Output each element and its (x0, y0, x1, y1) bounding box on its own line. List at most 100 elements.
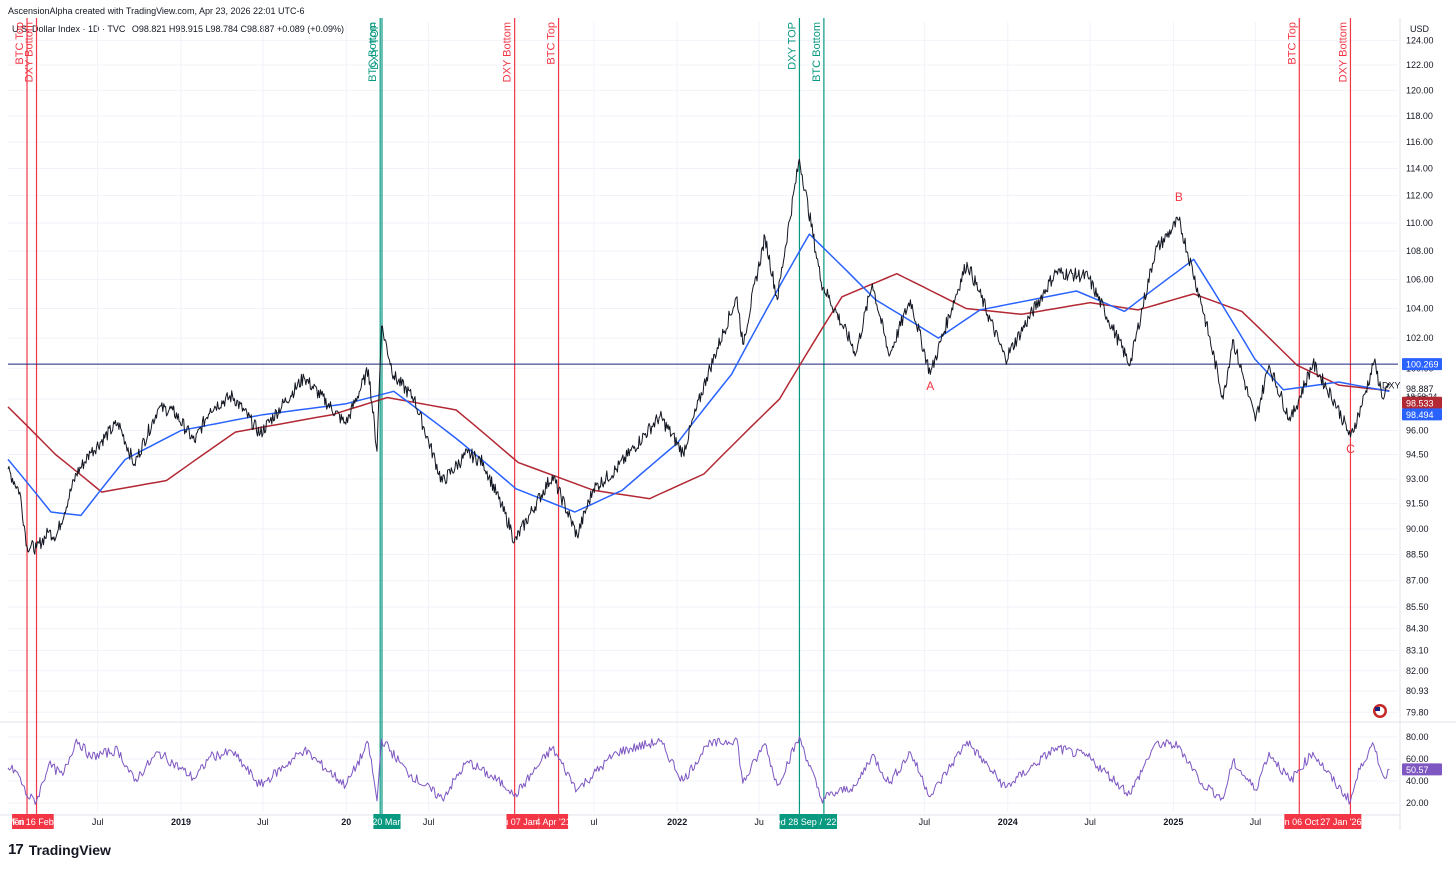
price-tick-label: 118.00 (1406, 111, 1433, 121)
rsi-tick-label: 80.00 (1406, 732, 1429, 742)
wave-labels: A B C (926, 190, 1355, 456)
tradingview-logo-text: TradingView (28, 841, 111, 858)
price-tick-label: 122.00 (1406, 60, 1434, 70)
flag-canton (1375, 707, 1380, 711)
date-flag-label: Fri 16 Feb '18 (13, 817, 68, 827)
time-axis: Jul 2019 Jul 20 Jul ul 2022 Ju Jul 2024 Jul 2025 Jul… (7, 814, 1362, 829)
level-price-label-bg (1402, 358, 1442, 371)
time-tick-label: Jul (1084, 817, 1096, 827)
date-flag-label: 4 Apr '21 (536, 817, 571, 827)
moving-average-slow-line (7, 272, 1390, 500)
level-price-label: 100.269 (1406, 360, 1439, 370)
time-tick-label: Jul (919, 817, 931, 827)
time-tick-label: 20 (341, 817, 351, 827)
price-tick-label: 84.30 (1406, 624, 1429, 634)
date-flag-bg (1320, 814, 1362, 829)
date-flag-bg (538, 814, 569, 829)
wave-label: A (926, 379, 934, 393)
date-flag-bg (12, 814, 28, 829)
price-tick-label: 112.00 (1406, 190, 1433, 200)
rsi-tick-label: 20.00 (1406, 798, 1429, 808)
time-tick-label: Jul (257, 817, 269, 827)
symbol-name: U.S. Dollar Index · 1D · TVC (12, 24, 126, 34)
event-marker-label: DXY TOP (369, 22, 381, 70)
moving-average-fast-line (7, 233, 1390, 517)
event-marker-label: BTC Top (1286, 22, 1298, 65)
price-tick-label: 88.50 (1406, 550, 1429, 560)
ma-fast-price-label-bg (1402, 408, 1442, 421)
price-tick-label: 114.00 (1406, 164, 1433, 174)
price-tick-label: 94.50 (1406, 450, 1429, 460)
us-flag-icon (1373, 704, 1387, 718)
price-tick-label: 96.00 (1406, 425, 1429, 435)
ma-slow-price-label-bg (1402, 396, 1442, 409)
credit-line: AscensionAlpha created with TradingView.… (8, 6, 305, 16)
rsi-last-label-bg (1402, 763, 1442, 776)
event-marker-label: DXY Bottom (502, 22, 514, 82)
price-tick-label: 91.50 (1406, 499, 1429, 509)
rsi-tick-label: 60.00 (1406, 754, 1429, 764)
price-tick-label: 90.00 (1406, 524, 1429, 534)
event-marker-label: BTC Top (14, 22, 26, 65)
event-marker-label: BTC Top (546, 22, 558, 65)
price-tick-label: 108.00 (1406, 246, 1434, 256)
ma-slow-price-label: 98.533 (1406, 398, 1434, 408)
price-tick-label: 120.00 (1406, 85, 1434, 95)
price-tick-label: 106.00 (1406, 274, 1434, 284)
date-flag-label: Wed 28 Sep '22 (767, 817, 831, 827)
price-tick-label: 124.00 (1406, 35, 1434, 45)
date-flag-bg (373, 814, 401, 829)
date-flag-bg (818, 814, 838, 829)
tradingview-logo-mark: 17 (8, 841, 24, 858)
time-tick-label: 2025 (1163, 817, 1183, 827)
wave-label: B (1175, 190, 1183, 204)
tradingview-logo: 17 TradingView (8, 841, 111, 858)
price-tick-label: 102.00 (1406, 333, 1434, 343)
date-flag-label: Thu 07 Jan '21 (493, 817, 552, 827)
price-tick-label: 85.50 (1406, 602, 1429, 612)
last-price-label: 98.887 (1406, 384, 1434, 394)
wave-label: C (1346, 442, 1355, 456)
price-tick-label: 80.93 (1406, 686, 1429, 696)
date-flag-label: / '22 (820, 817, 837, 827)
symbol-tag: DXY (1382, 380, 1401, 390)
rsi-tick-label: 40.00 (1406, 776, 1429, 786)
time-tick-label: Jul (1250, 817, 1262, 827)
price-tick-label: 110.00 (1406, 218, 1433, 228)
event-marker-label: BTC Bottom (811, 22, 823, 82)
ohlc-values: O98.821 H98.915 L98.784 C98.887 +0.089 (… (131, 24, 345, 34)
time-tick-label: ul (590, 817, 597, 827)
price-tick-label: 104.00 (1406, 303, 1434, 313)
currency-label: USD (1410, 24, 1430, 34)
time-tick-label: 2024 (998, 817, 1018, 827)
grid-lines (8, 22, 1398, 812)
rsi-last-label: 50.57 (1406, 765, 1429, 775)
time-tick-label: Jul (423, 817, 435, 827)
date-flag-label: Mon 1 (7, 817, 32, 827)
event-marker-label: DXY Bottom (24, 22, 36, 82)
event-marker-label: DXY Bottom (1337, 22, 1349, 82)
price-tick-label: 116.00 (1406, 137, 1433, 147)
price-tick-label: 87.00 (1406, 576, 1429, 586)
price-tick-label: 82.00 (1406, 666, 1429, 676)
time-tick-label: 2022 (667, 817, 687, 827)
time-tick-label: Jul (92, 817, 104, 827)
price-axis: 79.80 80.93 82.00 83.10 84.30 85.50 87.00 88.50… (1402, 35, 1442, 808)
date-flag-label: Fri 20 Mar '20 (359, 817, 414, 827)
ma-fast-price-label: 98.494 (1406, 410, 1434, 420)
price-tick-label: 93.00 (1406, 474, 1429, 484)
date-flag-bg (1284, 814, 1321, 829)
time-tick-label: Ju (754, 817, 764, 827)
price-tick-label: 79.80 (1406, 707, 1429, 717)
price-line (7, 158, 1390, 555)
date-flag-bg (506, 814, 539, 829)
date-flag-label: Mon 06 Oct '25 (1272, 817, 1333, 827)
symbol-line: U.S. Dollar Index · 1D · TVC O98.821 H98… (12, 24, 344, 34)
date-flag-bg (779, 814, 819, 829)
date-flag-bg (27, 814, 54, 829)
date-flag-label: 27 Jan '26 (1320, 817, 1361, 827)
time-tick-label: 2019 (171, 817, 191, 827)
event-marker-label: DXY TOP (786, 22, 798, 70)
